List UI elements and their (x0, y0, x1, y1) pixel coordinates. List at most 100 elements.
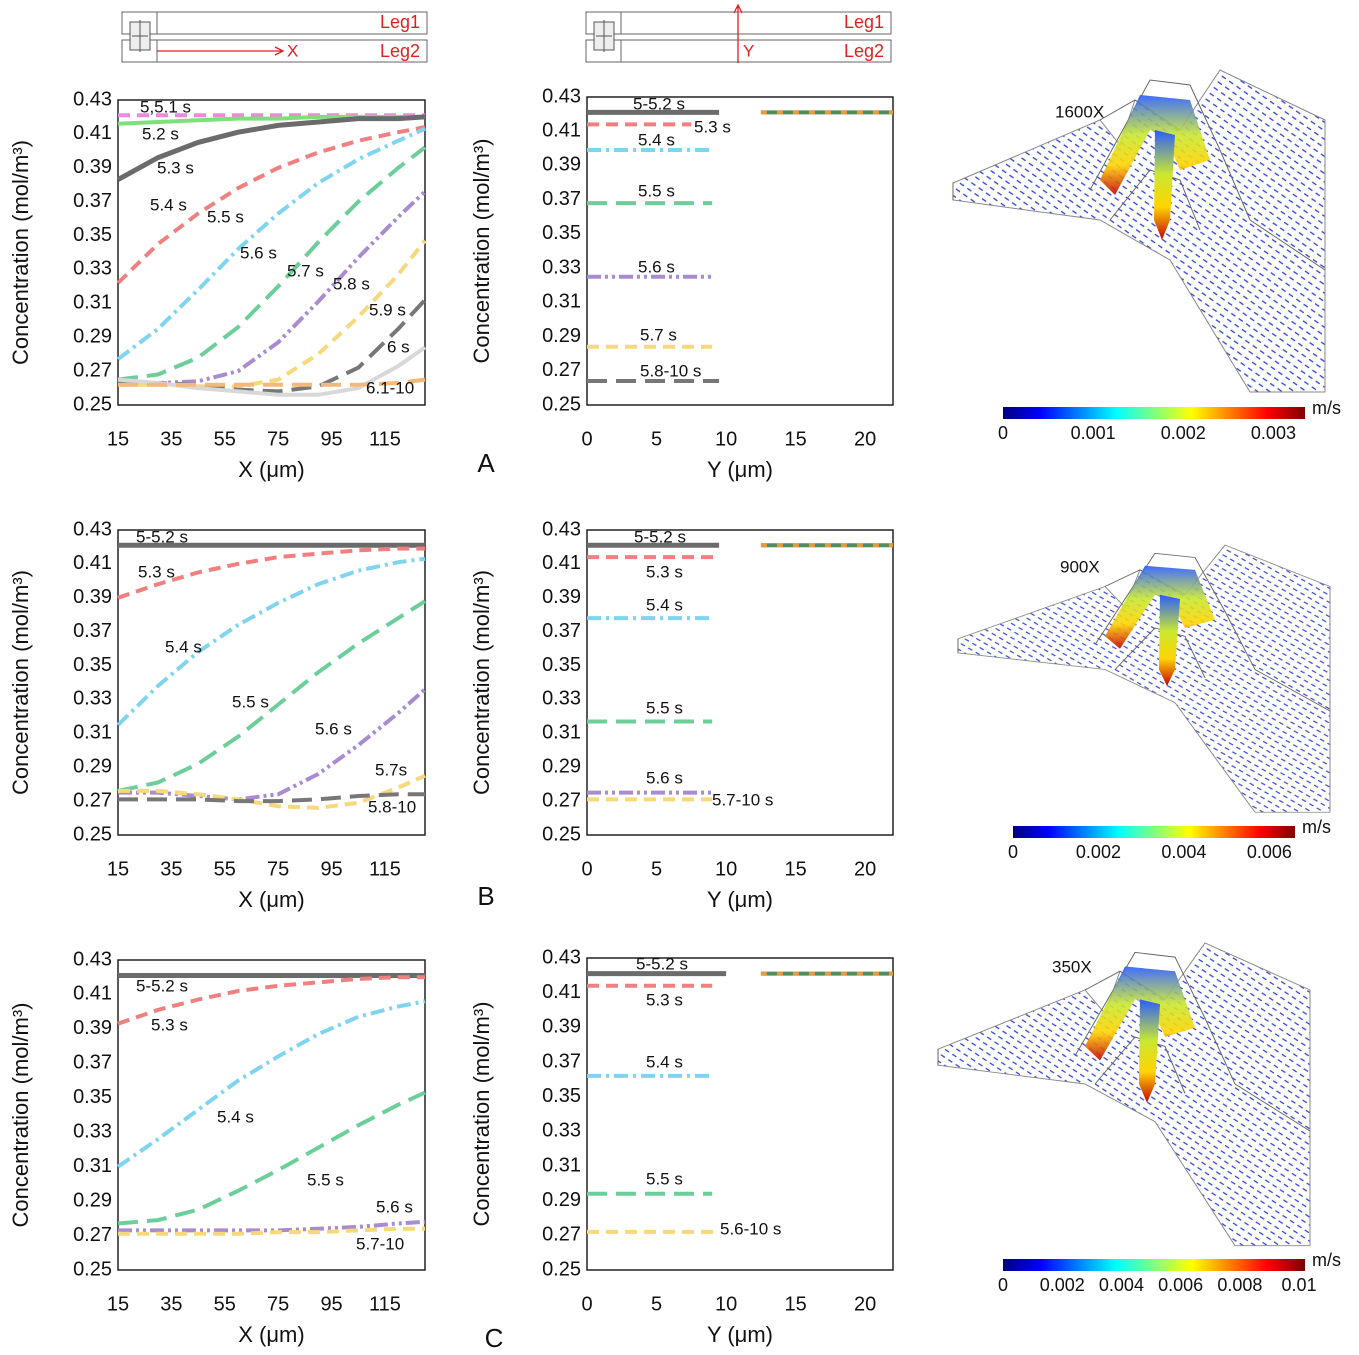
series-label: 5.8-10 (368, 797, 416, 816)
series-line (118, 1226, 425, 1236)
series-label: 5-5.2 s (136, 527, 188, 546)
y-tick-label: 0.29 (542, 756, 581, 778)
x-tick-label: 55 (214, 1293, 236, 1315)
plot-frame (586, 957, 894, 1271)
y-tick-label: 0.39 (542, 154, 581, 176)
series-label: 5.4 s (217, 1107, 254, 1126)
y-tick-label: 0.37 (73, 620, 112, 642)
series-label: 5.4 s (165, 637, 202, 656)
x-axis-title: X (μm) (238, 457, 304, 482)
y-tick-label: 0.39 (73, 1017, 112, 1039)
flow-jet (1105, 565, 1215, 649)
magnification-label: 350X (1052, 957, 1092, 976)
colorbar (1003, 407, 1305, 419)
y-tick-label: 0.25 (542, 393, 581, 415)
leg2-label: Leg2 (844, 41, 884, 61)
colorbar (1013, 826, 1295, 838)
y-tick-label: 0.35 (73, 654, 112, 676)
y-tick-label: 0.33 (73, 1121, 112, 1143)
series-label: 5.9 s (369, 300, 406, 319)
y-tick-label: 0.35 (542, 654, 581, 676)
panel-label: A (477, 448, 495, 478)
series-line (118, 239, 427, 389)
y-tick-label: 0.35 (542, 222, 581, 244)
y-tick-label: 0.25 (542, 823, 581, 845)
y-tick-label: 0.33 (73, 258, 112, 280)
y-tick-label: 0.27 (73, 789, 112, 811)
series-label: 5.3 s (646, 562, 683, 581)
series-label: 6 s (387, 337, 410, 356)
x-tick-label: 15 (107, 858, 129, 880)
series-line (117, 145, 427, 382)
series-label: 5.4 s (638, 130, 675, 149)
y-tick-label: 0.31 (73, 1155, 112, 1177)
series-label: 5.3 s (646, 990, 683, 1009)
y-tick-label: 0.27 (73, 1224, 112, 1246)
y-tick-label: 0.41 (73, 552, 112, 574)
colorbar-tick-label: 0.003 (1251, 423, 1296, 443)
x-axis-title: Y (μm) (707, 887, 773, 912)
colorbar-tick-label: 0.002 (1040, 1275, 1085, 1295)
series-label: 5.7-10 (356, 1234, 404, 1253)
flow-jet-core (1159, 594, 1180, 687)
colorbar-unit: m/s (1302, 817, 1331, 837)
y-tick-label: 0.41 (73, 983, 112, 1005)
x-tick-label: 0 (581, 1293, 592, 1315)
y-axis-title: Concentration (mol/m³) (8, 140, 33, 365)
x-tick-label: 0 (581, 858, 592, 880)
y-tick-label: 0.37 (542, 620, 581, 642)
y-tick-label: 0.31 (542, 722, 581, 744)
x-tick-label: 10 (715, 428, 737, 450)
plot-frame (586, 96, 894, 406)
series-line (117, 546, 425, 600)
y-axis-title: Concentration (mol/m³) (8, 570, 33, 795)
colorbar-tick-label: 0 (998, 1275, 1008, 1295)
y-axis-title: Concentration (mol/m³) (8, 1003, 33, 1228)
series-label: 5.4 s (646, 595, 683, 614)
y-tick-label: 0.29 (73, 1189, 112, 1211)
axis-arrow (733, 3, 743, 63)
flow-jet-core (1154, 130, 1175, 240)
y-axis-title: Concentration (mol/m³) (469, 1002, 494, 1227)
series-line (116, 114, 426, 182)
colorbar-tick-label: 0.006 (1247, 842, 1292, 862)
y-tick-label: 0.33 (542, 688, 581, 710)
x-tick-label: 95 (320, 1293, 342, 1315)
series-label: 5.8-10 s (640, 361, 701, 380)
y-tick-label: 0.35 (73, 1086, 112, 1108)
y-tick-label: 0.41 (542, 981, 581, 1003)
y-axis-title: Concentration (mol/m³) (469, 139, 494, 364)
y-tick-label: 0.25 (73, 823, 112, 845)
colorbar-tick-label: 0.008 (1217, 1275, 1262, 1295)
series-label: 5.5 s (232, 692, 269, 711)
colorbar-unit: m/s (1312, 1250, 1341, 1270)
series-line (116, 125, 426, 285)
y-tick-label: 0.43 (73, 948, 112, 970)
y-tick-label: 0.39 (73, 586, 112, 608)
axis-name: Y (743, 41, 754, 60)
series-label: 5.6 s (376, 1197, 413, 1216)
y-tick-label: 0.29 (542, 325, 581, 347)
y-tick-label: 0.39 (542, 586, 581, 608)
geometry-outline (957, 552, 1331, 712)
series-label: 5.7s (375, 760, 407, 779)
x-tick-label: 95 (320, 858, 342, 880)
y-tick-label: 0.37 (542, 1050, 581, 1072)
series-label: 5-5.2 s (136, 976, 188, 995)
x-tick-label: 20 (854, 858, 876, 880)
y-tick-label: 0.39 (542, 1016, 581, 1038)
series-label: 5.6 s (240, 243, 277, 262)
y-tick-label: 0.43 (542, 518, 581, 540)
colorbar-tick-label: 0.002 (1076, 842, 1121, 862)
series-label: 5.3 s (151, 1015, 188, 1034)
junction-icon (596, 20, 612, 52)
x-tick-label: 15 (107, 428, 129, 450)
series-label: 5-5.2 s (636, 954, 688, 973)
y-tick-label: 0.43 (542, 85, 581, 107)
x-tick-label: 15 (785, 1293, 807, 1315)
colorbar-tick-label: 0.004 (1161, 842, 1206, 862)
y-tick-label: 0.41 (542, 552, 581, 574)
series-line (117, 599, 427, 793)
x-tick-label: 75 (267, 858, 289, 880)
y-tick-label: 0.29 (542, 1189, 581, 1211)
